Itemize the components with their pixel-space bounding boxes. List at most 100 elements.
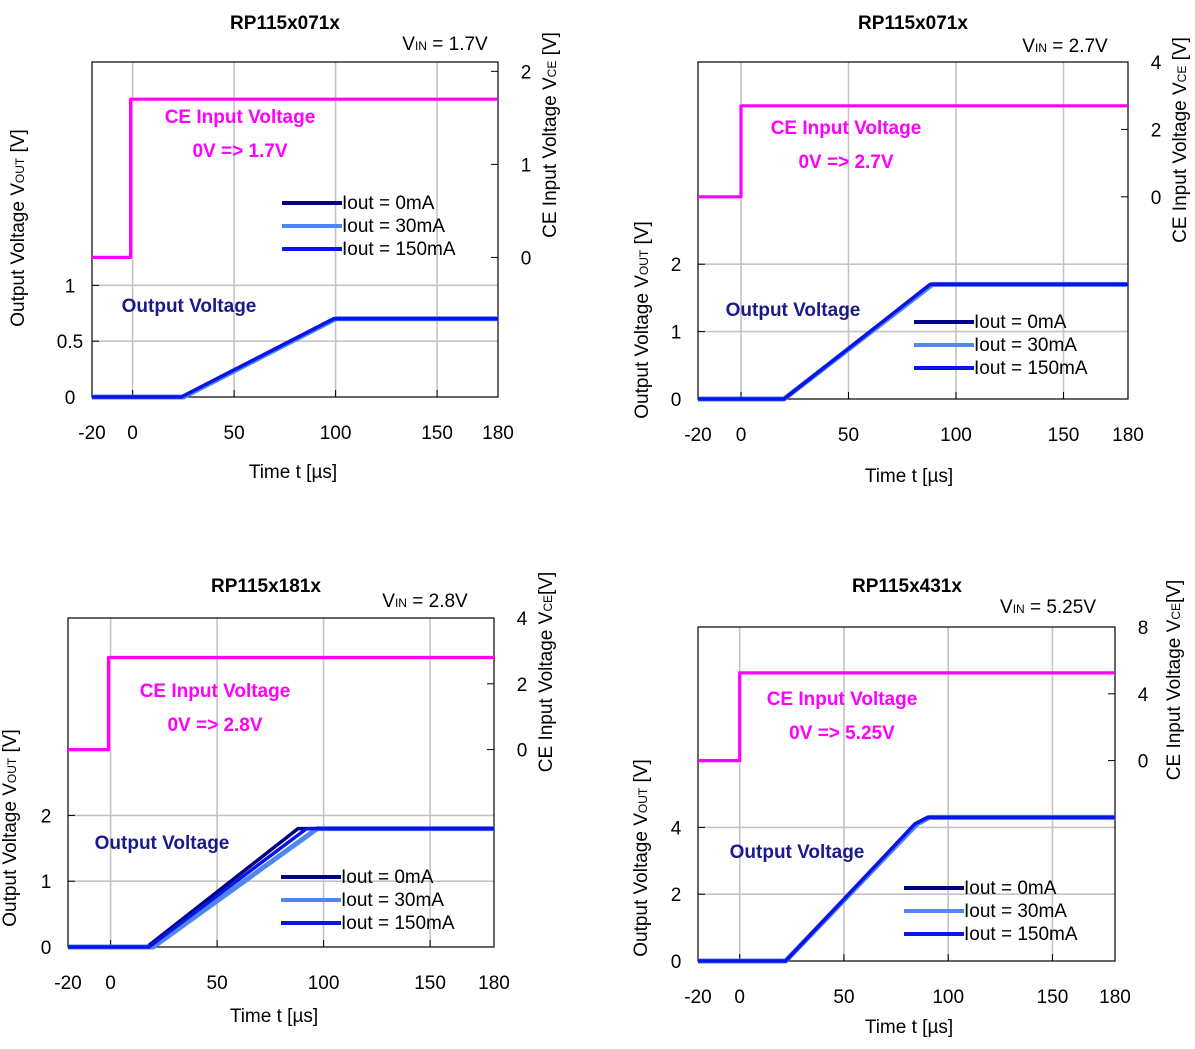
plot-frame (67, 617, 495, 948)
x-axis-label: Time t [µs] (865, 1017, 953, 1038)
x-tick-label: 0 (105, 973, 116, 994)
left-y-tick-label: 0 (671, 952, 682, 973)
right-y-tick-label: 1 (521, 155, 532, 176)
x-tick-label: -20 (684, 425, 711, 446)
right-y-tick-label: 0 (517, 741, 528, 762)
legend-label: Iout = 30mA (964, 901, 1067, 922)
x-axis-label: Time t [µs] (230, 1006, 318, 1027)
left-y-tick-label: 4 (671, 818, 682, 839)
left-y-tick-label: 1 (671, 323, 682, 344)
right-y-tick-label: 2 (1151, 120, 1162, 141)
right-y-tick-label: 0 (521, 248, 532, 269)
ce-annotation: CE Input Voltage (767, 689, 918, 710)
chart-title: RP115x071x (230, 13, 340, 34)
right-y-tick-label: 0 (1151, 188, 1162, 209)
legend-label: Iout = 0mA (341, 867, 434, 888)
ce-annotation-range: 0V => 2.8V (167, 715, 262, 736)
plot-frame (697, 61, 1129, 400)
vin-label: VIN = 2.7V (1022, 36, 1108, 57)
legend-label: Iout = 0mA (342, 193, 435, 214)
chart-title: RP115x181x (211, 576, 321, 597)
x-tick-label: 0 (736, 425, 747, 446)
vin-label: VIN = 1.7V (402, 34, 488, 55)
left-y-tick-label: 2 (41, 806, 52, 827)
left-y-axis-label: Output Voltage VOUT [V] (8, 129, 29, 327)
ce-annotation: CE Input Voltage (165, 107, 316, 128)
x-tick-label: 0 (127, 423, 138, 444)
ce-annotation-range: 0V => 1.7V (192, 141, 287, 162)
chart-title: RP115x431x (852, 576, 962, 597)
ce-voltage-line (68, 655, 494, 752)
output-voltage-annotation: Output Voltage (726, 300, 861, 321)
ce-annotation-range: 0V => 5.25V (789, 723, 895, 744)
right-y-tick-label: 2 (517, 675, 528, 696)
output-voltage-annotation: Output Voltage (122, 296, 257, 317)
left-y-axis-label: Output Voltage VOUT [V] (0, 729, 21, 927)
vin-label: VIN = 5.25V (1000, 597, 1096, 618)
right-y-tick-label: 4 (1151, 53, 1162, 74)
x-tick-label: 180 (1112, 425, 1144, 446)
x-tick-label: 180 (478, 973, 510, 994)
left-y-tick-label: 2 (671, 255, 682, 276)
series-line-3 (68, 826, 494, 949)
plot-frame (697, 626, 1116, 962)
left-y-axis-label: Output Voltage VOUT [V] (632, 221, 653, 419)
legend-label: Iout = 150mA (342, 239, 456, 260)
x-tick-label: 150 (1037, 987, 1069, 1008)
series-line-3 (92, 317, 498, 399)
x-tick-label: 100 (940, 425, 972, 446)
ce-voltage-line (698, 104, 1128, 199)
left-y-tick-label: 0 (65, 388, 76, 409)
right-y-tick-label: 0 (1138, 752, 1149, 773)
legend-label: Iout = 30mA (341, 890, 444, 911)
x-tick-label: 50 (224, 423, 245, 444)
x-tick-label: -20 (78, 423, 105, 444)
right-y-axis-label: CE Input Voltage VCE [V] (1170, 37, 1191, 243)
x-axis-label: Time t [µs] (865, 466, 953, 487)
output-voltage-annotation: Output Voltage (730, 842, 865, 863)
right-y-tick-label: 8 (1138, 618, 1149, 639)
x-tick-label: 150 (1048, 425, 1080, 446)
x-tick-label: 50 (838, 425, 859, 446)
plot-frame (91, 61, 499, 398)
output-voltage-annotation: Output Voltage (95, 833, 230, 854)
left-y-tick-label: 0 (41, 938, 52, 959)
x-tick-label: -20 (54, 973, 81, 994)
right-y-axis-label: CE Input Voltage VCE[V] (1164, 580, 1185, 780)
x-tick-label: 180 (482, 423, 514, 444)
legend-label: Iout = 0mA (974, 312, 1067, 333)
left-y-tick-label: 0.5 (57, 332, 83, 353)
left-y-axis-label: Output Voltage VOUT [V] (631, 759, 652, 957)
x-tick-label: 100 (308, 973, 340, 994)
x-tick-label: -20 (684, 987, 711, 1008)
legend-label: Iout = 30mA (974, 335, 1077, 356)
x-tick-label: 180 (1099, 987, 1131, 1008)
left-y-tick-label: 2 (671, 885, 682, 906)
series-line-3 (698, 815, 1115, 963)
x-tick-label: 150 (421, 423, 453, 444)
ce-voltage-line (698, 671, 1115, 763)
legend-label: Iout = 0mA (964, 878, 1057, 899)
left-y-tick-label: 0 (671, 390, 682, 411)
ce-annotation: CE Input Voltage (771, 118, 922, 139)
x-tick-label: 100 (320, 423, 352, 444)
left-y-tick-label: 1 (41, 872, 52, 893)
right-y-axis-label: CE Input Voltage VCE [V] (540, 32, 561, 238)
chart-title: RP115x071x (858, 13, 968, 34)
x-tick-label: 0 (734, 987, 745, 1008)
legend-label: Iout = 150mA (964, 924, 1078, 945)
right-y-tick-label: 2 (521, 62, 532, 83)
right-y-tick-label: 4 (1138, 685, 1149, 706)
ce-annotation: CE Input Voltage (140, 681, 291, 702)
series-line-3 (698, 282, 1128, 401)
left-y-tick-label: 1 (65, 276, 76, 297)
legend-label: Iout = 150mA (341, 913, 455, 934)
x-tick-label: 100 (932, 987, 964, 1008)
